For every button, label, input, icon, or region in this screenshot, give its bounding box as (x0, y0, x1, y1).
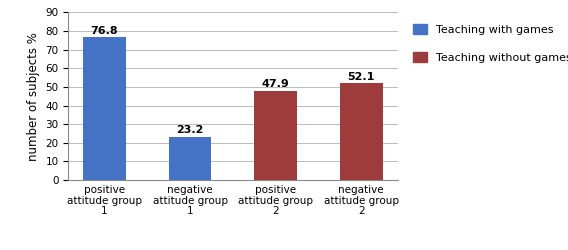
Bar (340, 83, 383, 180)
Text: 76.8: 76.8 (91, 26, 118, 36)
Y-axis label: number of subjects %: number of subjects % (27, 32, 40, 161)
Text: 47.9: 47.9 (262, 79, 290, 89)
Text: 52.1: 52.1 (348, 72, 375, 82)
Bar (169, 137, 211, 180)
Bar (254, 91, 297, 180)
Text: 23.2: 23.2 (177, 125, 204, 135)
Legend: Teaching with games, Teaching without games: Teaching with games, Teaching without ga… (409, 20, 568, 67)
Bar (83, 37, 126, 180)
